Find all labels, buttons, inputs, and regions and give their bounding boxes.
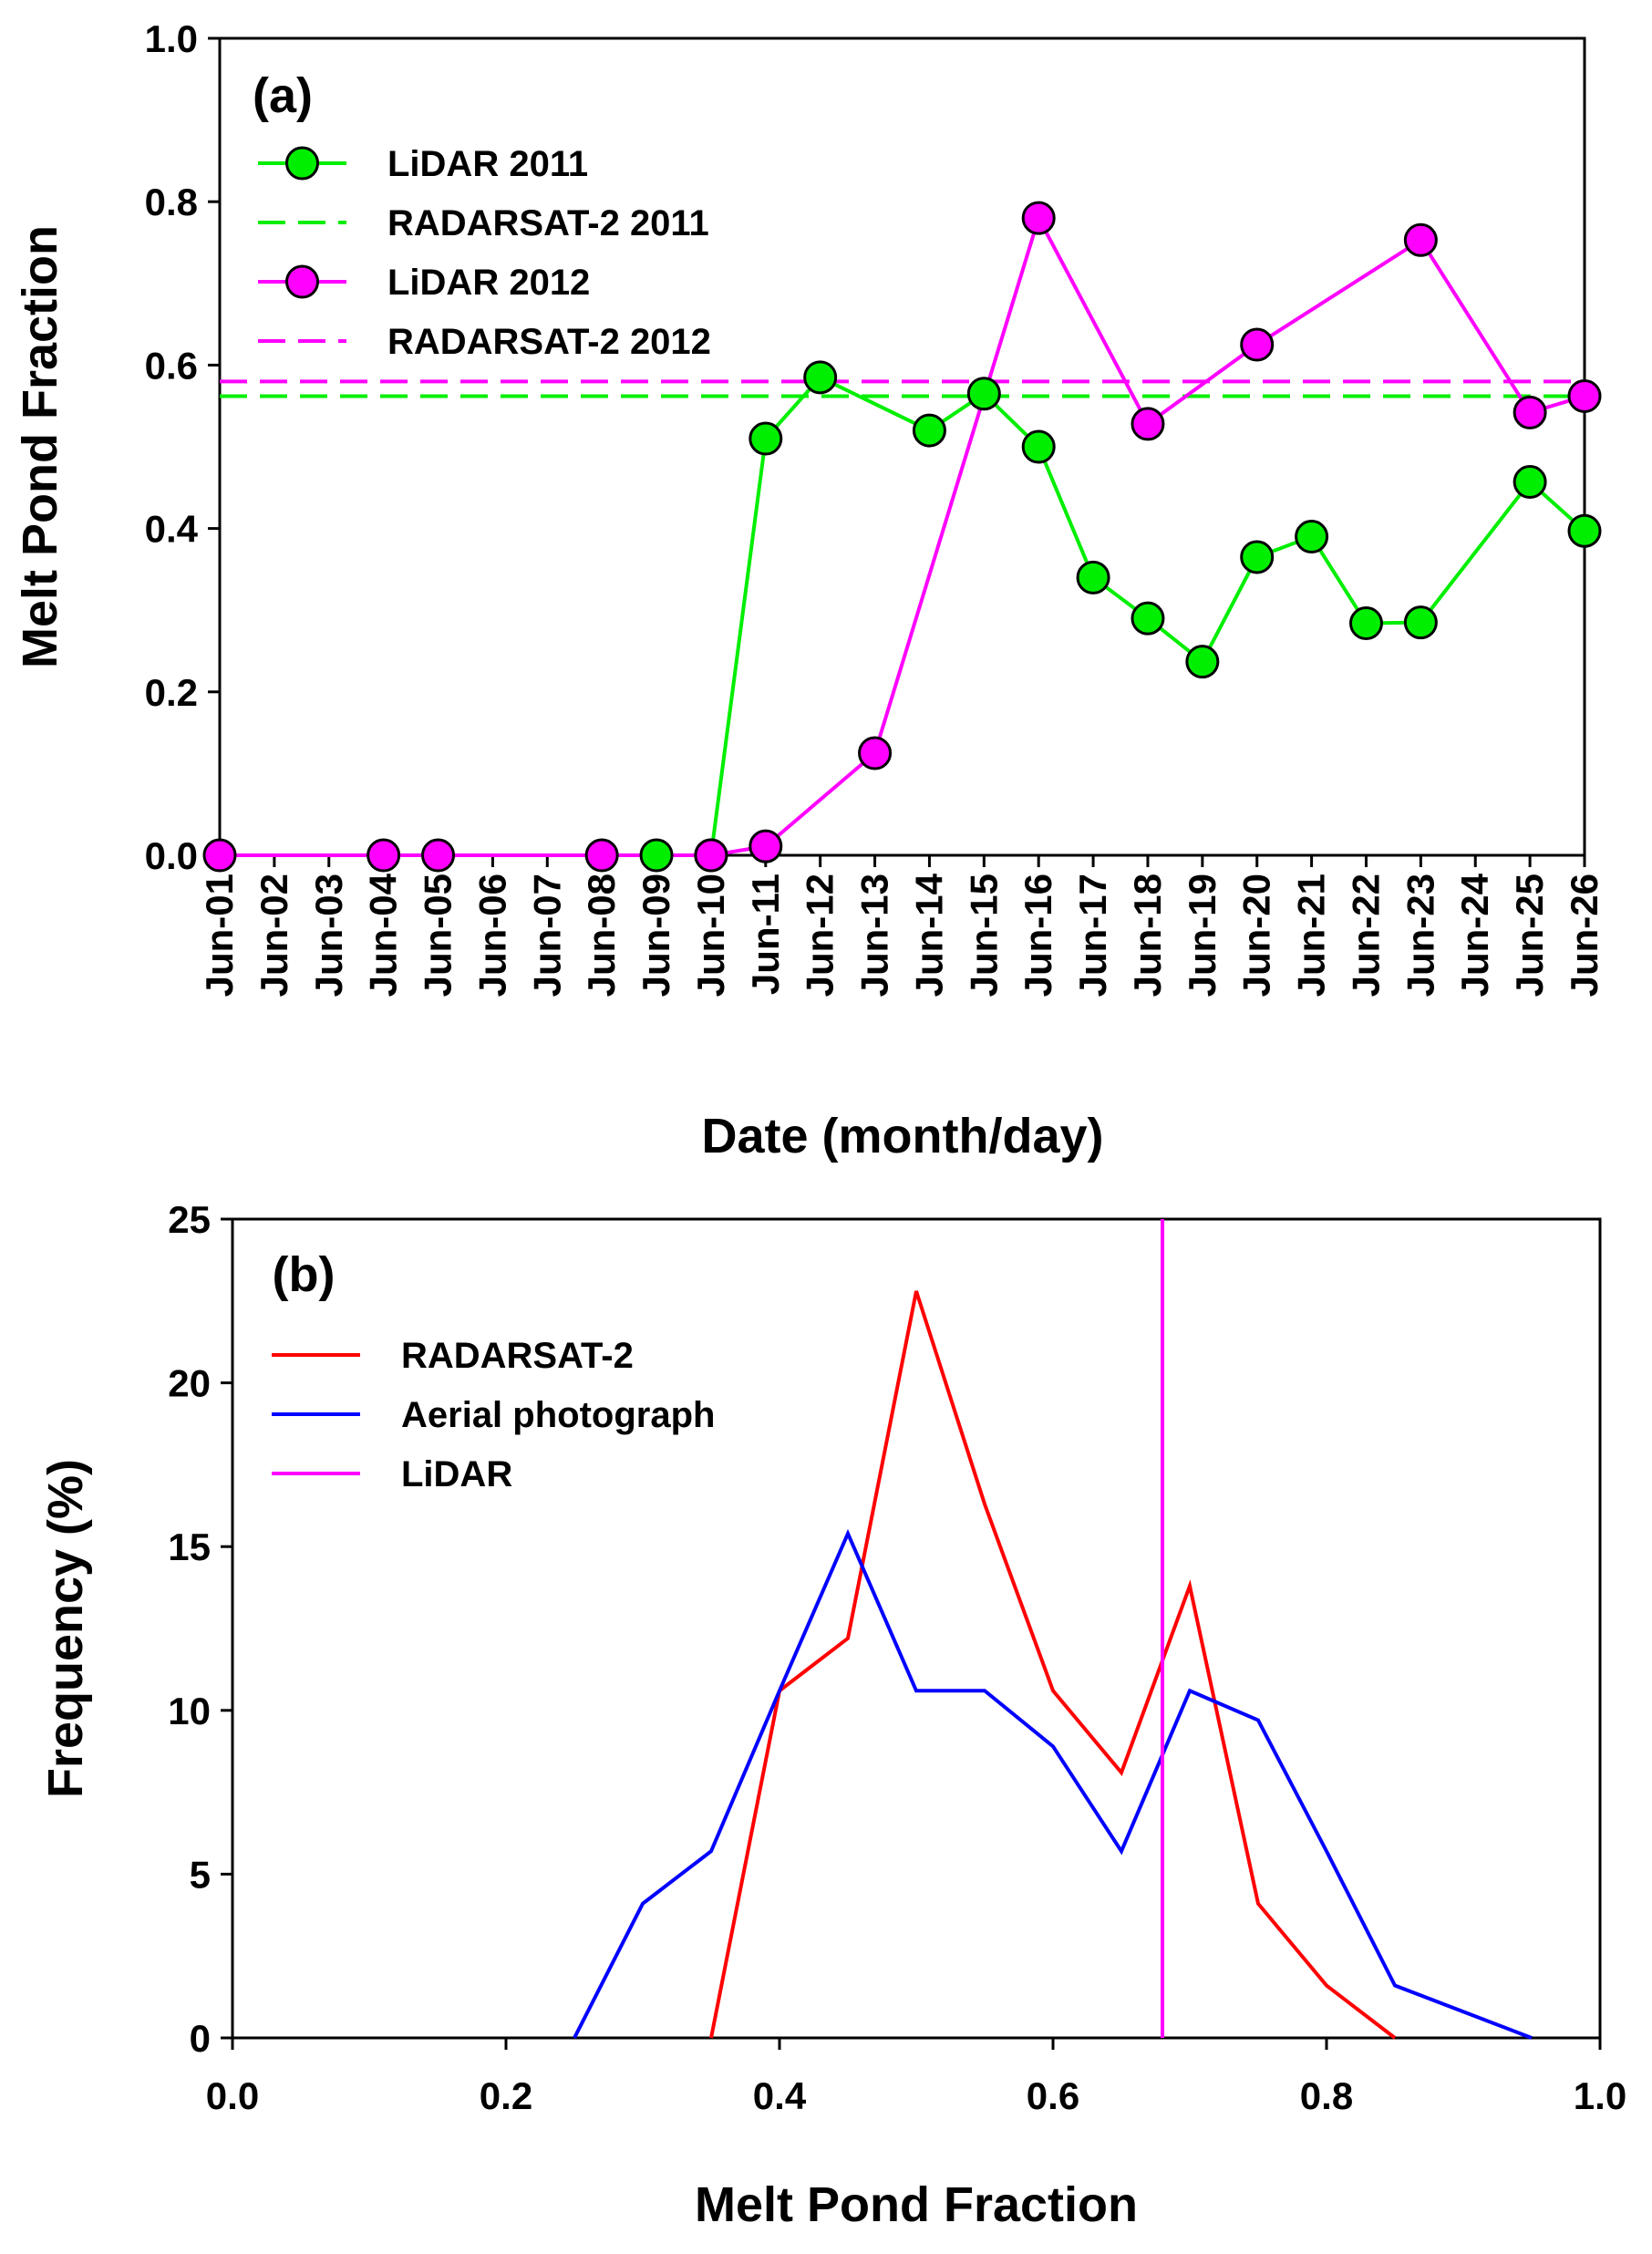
data-point <box>803 360 838 395</box>
legend-label: RADARSAT-2 2011 <box>387 203 709 243</box>
x-tick-label-b: 0.0 <box>206 2074 259 2117</box>
y-axis-label-b: Frequency (%) <box>38 1459 93 1798</box>
x-tick-label-a: Jun-03 <box>307 874 350 997</box>
x-tick-label-a: Jun-22 <box>1344 874 1387 997</box>
data-point <box>639 838 674 873</box>
y-tick-label-a: 0.2 <box>145 671 198 714</box>
x-tick-label-a: Jun-05 <box>417 874 459 997</box>
data-point <box>1131 601 1165 636</box>
x-tick-label-a: Jun-12 <box>799 874 841 997</box>
y-tick-label-b: 20 <box>168 1362 211 1405</box>
data-point <box>966 377 1001 411</box>
y-tick-label-b: 0 <box>190 2017 211 2060</box>
y-tick-label-a: 0.0 <box>145 834 198 877</box>
y-tick-label-b: 15 <box>168 1525 211 1568</box>
data-point <box>1513 395 1547 429</box>
data-point <box>1240 327 1275 362</box>
data-point <box>1131 407 1165 441</box>
panel-label-b: (b) <box>273 1247 336 1302</box>
x-tick-label-a: Jun-06 <box>470 874 513 997</box>
x-tick-label-b: 0.6 <box>1027 2074 1079 2117</box>
x-axis-label-b: Melt Pond Fraction <box>695 2177 1138 2232</box>
y-tick-label-a: 0.8 <box>145 181 198 223</box>
legend-label: Aerial photograph <box>401 1395 715 1435</box>
series-line <box>656 375 1586 857</box>
panel-label-a: (a) <box>253 68 313 123</box>
y-tick-label-a: 1.0 <box>145 17 198 60</box>
x-tick-label-a: Jun-17 <box>1071 874 1114 997</box>
x-tick-label-a: Jun-07 <box>525 874 568 997</box>
x-tick-label-a: Jun-23 <box>1399 874 1441 997</box>
data-point <box>912 413 946 448</box>
series-line <box>709 1290 1397 2040</box>
y-tick-label-a: 0.6 <box>145 344 198 387</box>
x-tick-label-a: Jun-18 <box>1126 874 1169 997</box>
y-tick-label-b: 5 <box>190 1853 211 1896</box>
x-tick-label-a: Jun-04 <box>362 873 405 997</box>
data-point <box>749 829 783 863</box>
data-point <box>1513 465 1547 500</box>
x-tick-label-a: Jun-02 <box>253 874 295 997</box>
legend-marker <box>285 146 319 181</box>
legend-label: RADARSAT-2 <box>401 1336 634 1376</box>
data-point <box>1348 606 1383 641</box>
data-point <box>1567 513 1602 548</box>
series-line <box>220 212 1585 857</box>
data-point <box>584 838 619 873</box>
legend-label: LiDAR 2011 <box>387 144 588 184</box>
data-point <box>1021 429 1056 464</box>
x-tick-label-a: Jun-01 <box>198 874 241 997</box>
data-point <box>1021 201 1056 235</box>
data-point <box>1567 378 1602 413</box>
y-axis-label-a: Melt Pond Fraction <box>13 225 67 668</box>
data-point <box>749 421 783 456</box>
legend-label: LiDAR 2012 <box>387 263 590 303</box>
legend-label: LiDAR <box>401 1454 512 1494</box>
data-point <box>1076 560 1110 595</box>
x-tick-label-a: Jun-13 <box>853 874 896 997</box>
x-tick-label-a: Jun-20 <box>1235 874 1278 997</box>
x-tick-label-b: 0.2 <box>480 2074 532 2117</box>
x-tick-label-a: Jun-10 <box>689 874 732 997</box>
data-point <box>1403 222 1438 257</box>
data-point <box>1295 520 1329 554</box>
legend-marker <box>285 264 319 299</box>
x-tick-label-a: Jun-24 <box>1453 873 1496 997</box>
data-point <box>367 838 401 873</box>
x-tick-label-b: 1.0 <box>1574 2074 1626 2117</box>
data-point <box>694 838 728 873</box>
plot-frame-b <box>231 1217 1602 2040</box>
plot-frame-a <box>218 36 1586 857</box>
data-point <box>858 736 893 770</box>
data-point <box>421 838 456 873</box>
x-tick-label-a: Jun-11 <box>744 874 787 995</box>
y-tick-label-b: 25 <box>168 1198 211 1241</box>
legend-label: RADARSAT-2 2012 <box>387 322 711 362</box>
data-point <box>1240 540 1275 574</box>
series-line <box>573 1528 1533 2040</box>
x-axis-label-a: Date (month/day) <box>701 1109 1103 1163</box>
x-tick-label-b: 0.4 <box>753 2074 807 2117</box>
x-tick-label-a: Jun-15 <box>962 874 1005 997</box>
x-tick-label-a: Jun-09 <box>635 874 677 997</box>
x-tick-label-a: Jun-19 <box>1181 874 1224 997</box>
y-tick-label-b: 10 <box>168 1690 211 1732</box>
x-tick-label-a: Jun-21 <box>1290 874 1333 997</box>
y-tick-label-a: 0.4 <box>145 508 199 551</box>
data-point <box>202 838 237 873</box>
x-tick-label-a: Jun-14 <box>907 873 950 997</box>
x-tick-label-a: Jun-08 <box>580 874 623 997</box>
data-point <box>1403 605 1438 640</box>
x-tick-label-a: Jun-16 <box>1017 874 1059 997</box>
data-point <box>1185 645 1220 679</box>
x-tick-label-a: Jun-26 <box>1563 874 1606 997</box>
x-tick-label-b: 0.8 <box>1300 2074 1353 2117</box>
x-tick-label-a: Jun-25 <box>1508 874 1551 997</box>
